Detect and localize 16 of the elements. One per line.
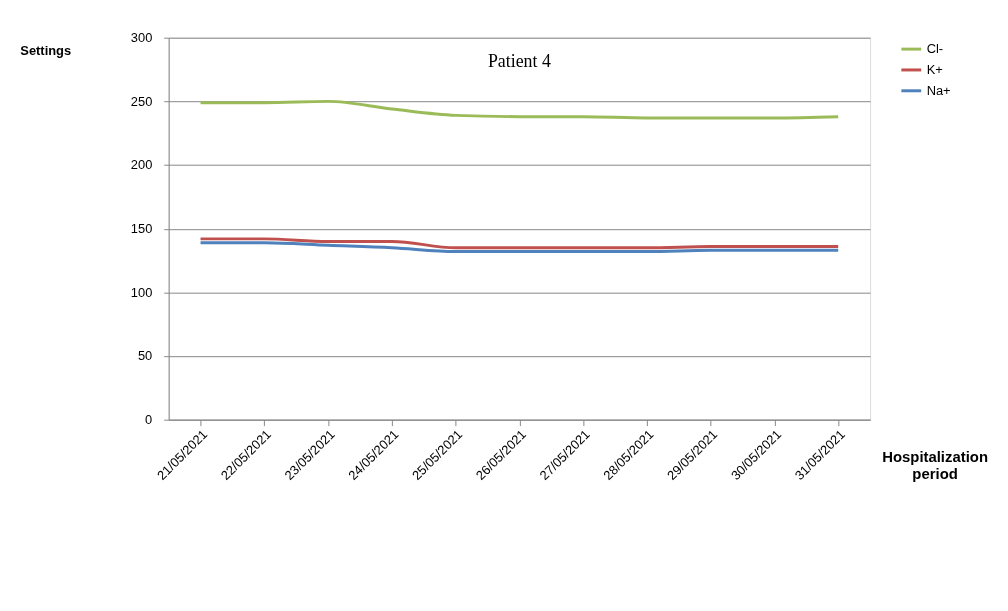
line-series	[199, 99, 840, 120]
x-axis-title: Hospitalization period	[882, 448, 988, 482]
y-tick-label: 200	[130, 157, 153, 173]
line-series	[199, 241, 840, 254]
y-tick-label: 150	[130, 221, 153, 237]
y-tick-label: 100	[130, 284, 153, 300]
legend-label: Cl-	[926, 41, 944, 57]
y-tick-label: 0	[145, 412, 153, 428]
y-tick-label: 250	[130, 93, 153, 109]
text: Patient 4	[487, 51, 551, 72]
legend-label: Na+	[926, 82, 951, 98]
y-tick-label: 50	[137, 348, 153, 364]
y-axis-title: Settings	[20, 43, 72, 59]
y-tick-label: 300	[130, 30, 153, 46]
line-series	[199, 237, 840, 250]
legend-label: K+	[926, 61, 943, 77]
